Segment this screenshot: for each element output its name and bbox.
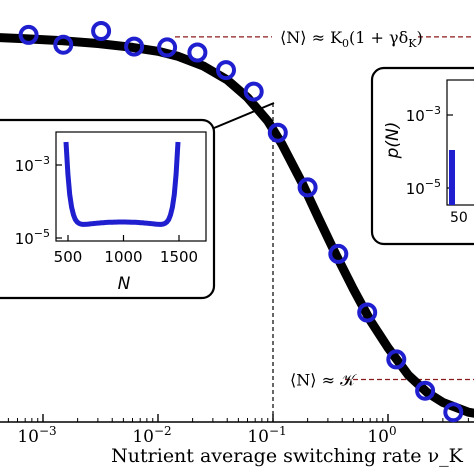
inset-left-x-tick-label: 1000 <box>104 248 142 266</box>
inset-right-bar <box>449 150 455 205</box>
x-tick-label: 10−2 <box>132 424 171 447</box>
x-tick-label: 10−3 <box>17 424 56 447</box>
inset-left-distribution-curve <box>63 141 181 227</box>
simulation-point <box>243 81 264 102</box>
x-tick-label: 100 <box>367 424 396 447</box>
simulation-point <box>124 36 145 57</box>
inset-left-x-ticks: 500 1000 1500 <box>54 235 198 266</box>
inset-right-y-label: p(N) <box>383 122 403 160</box>
simulation-point <box>297 177 318 198</box>
simulation-point <box>18 24 39 45</box>
inset-left-y-tick-label: 10−5 <box>15 227 50 248</box>
simulation-point <box>187 42 208 63</box>
inset-left: 10−3 10−5 500 1000 1500 N <box>0 118 216 300</box>
inset-left-frame <box>0 118 216 300</box>
simulation-point <box>216 60 236 81</box>
inset-right-y-tick-label: 10−3 <box>406 104 441 125</box>
inset-left-y-tick-label: 10−3 <box>15 154 50 175</box>
x-tick-label: 10−1 <box>247 424 286 447</box>
lower-reference-label-bg <box>286 368 344 391</box>
inset-right: 10−3 10−5 50 p(N) <box>370 66 474 246</box>
inset-connector-line <box>213 102 275 129</box>
inset-right-y-tick-label: 10−5 <box>406 177 441 198</box>
inset-left-x-tick-label: 500 <box>54 248 83 266</box>
x-axis-label: Nutrient average switching rate ν_K <box>111 445 463 467</box>
x-ticks: 10−3 10−2 10−1 100 <box>7 414 469 447</box>
simulation-point <box>91 21 112 41</box>
simulation-point <box>386 349 407 370</box>
inset-right-y-ticks: 10−3 10−5 <box>406 104 453 198</box>
simulation-point <box>415 380 436 401</box>
reference-lines: ⟨N⟩ ≈ K0(1 + γδK) ⟨N⟩ ≈ 𝒦 <box>175 28 474 391</box>
lower-reference-label: ⟨N⟩ ≈ 𝒦 <box>290 370 357 389</box>
inset-right-plot-area <box>446 79 474 206</box>
simulation-point <box>267 122 288 143</box>
simulation-point <box>157 37 178 58</box>
simulation-points-layer <box>18 21 464 423</box>
simulation-point <box>357 302 378 323</box>
inset-right-x-tick-label: 50 <box>450 210 468 226</box>
inset-right-frame <box>370 66 474 246</box>
inset-left-y-ticks: 10−3 10−5 <box>15 154 62 248</box>
upper-reference-label: ⟨N⟩ ≈ K0(1 + γδK) <box>280 28 423 50</box>
inset-left-x-label: N <box>118 274 131 294</box>
simulation-point <box>443 402 464 423</box>
inset-left-x-tick-label: 1500 <box>160 248 198 266</box>
inset-left-plot-area <box>55 131 207 242</box>
simulation-point <box>53 34 74 55</box>
simulation-point <box>328 243 349 264</box>
